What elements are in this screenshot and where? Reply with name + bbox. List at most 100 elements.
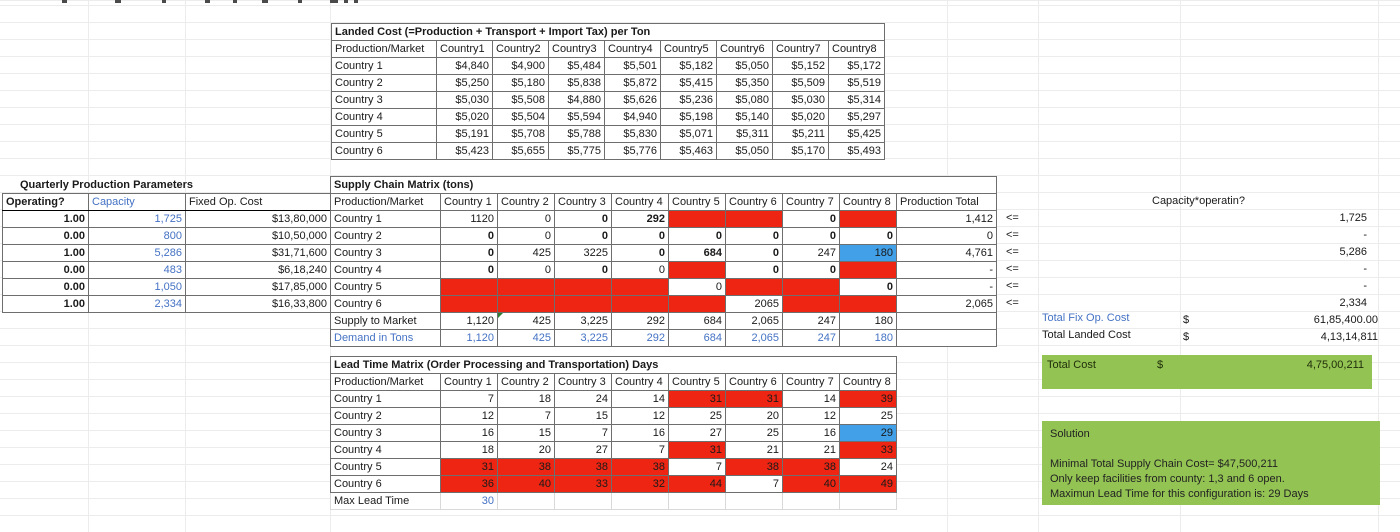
cell[interactable]: 21 <box>782 441 840 459</box>
over-limit-cell[interactable]: 33 <box>554 475 612 493</box>
fixed-cost-cell[interactable]: $17,85,000 <box>185 278 331 296</box>
cell[interactable]: 180 <box>839 329 897 347</box>
cell[interactable]: 7 <box>611 441 669 459</box>
cell[interactable]: 0 <box>554 210 612 228</box>
cell[interactable]: $5,030 <box>772 91 829 109</box>
row-label[interactable]: Country 2 <box>331 74 437 92</box>
cell[interactable]: $5,140 <box>716 108 773 126</box>
cell[interactable]: 425 <box>497 244 555 262</box>
max-lead-time-cell[interactable]: 30 <box>440 492 498 510</box>
cell[interactable]: $5,788 <box>548 125 605 143</box>
cell[interactable]: $5,211 <box>772 125 829 143</box>
row-label[interactable]: Supply to Market <box>330 312 441 330</box>
capacity-check-cell[interactable]: 2,334 <box>1339 297 1367 309</box>
cell[interactable]: $5,775 <box>548 142 605 160</box>
cell[interactable]: 292 <box>611 329 669 347</box>
capacity-check-cell[interactable]: 1,725 <box>1339 212 1367 224</box>
cell[interactable]: $5,463 <box>660 142 717 160</box>
cell[interactable]: 12 <box>782 407 840 425</box>
over-limit-cell[interactable]: 31 <box>668 390 726 408</box>
over-limit-cell[interactable]: 44 <box>668 475 726 493</box>
row-label[interactable]: Country 5 <box>330 278 441 296</box>
cell[interactable]: $4,840 <box>436 57 493 75</box>
cell[interactable] <box>725 492 783 510</box>
column-header[interactable]: Country 5 <box>668 193 726 211</box>
cell[interactable]: $5,776 <box>604 142 661 160</box>
cell[interactable]: 18 <box>497 390 555 408</box>
cell[interactable]: 27 <box>668 424 726 442</box>
highlight-cell[interactable]: 180 <box>839 244 897 262</box>
blocked-cell[interactable] <box>497 295 555 313</box>
cell[interactable]: 0 <box>782 261 840 279</box>
cell[interactable]: 0 <box>611 261 669 279</box>
cell[interactable]: 0 <box>668 278 726 296</box>
le-operator[interactable]: <= <box>1006 297 1019 309</box>
column-header[interactable]: Country4 <box>604 40 661 58</box>
cell[interactable]: 21 <box>725 441 783 459</box>
solution-box[interactable]: Solution Minimal Total Supply Chain Cost… <box>1042 421 1380 505</box>
cell[interactable]: 16 <box>611 424 669 442</box>
cell[interactable]: $5,030 <box>436 91 493 109</box>
capacity-cell[interactable]: 800 <box>88 227 186 245</box>
over-limit-cell[interactable]: 33 <box>839 441 897 459</box>
over-limit-cell[interactable]: 38 <box>611 458 669 476</box>
cell[interactable]: 0 <box>497 261 555 279</box>
cell[interactable]: 0 <box>725 261 783 279</box>
cell[interactable]: 425 <box>497 329 555 347</box>
blocked-cell[interactable] <box>497 278 555 296</box>
blocked-cell[interactable] <box>668 261 726 279</box>
column-header[interactable]: Country 4 <box>611 193 669 211</box>
cell[interactable]: $4,880 <box>548 91 605 109</box>
fixed-cost-cell[interactable]: $16,33,800 <box>185 295 331 313</box>
cell[interactable]: 7 <box>725 475 783 493</box>
cell[interactable]: 2,065 <box>725 312 783 330</box>
column-header[interactable]: Country 8 <box>839 373 897 391</box>
cell[interactable]: 292 <box>611 210 669 228</box>
over-limit-cell[interactable]: 31 <box>668 441 726 459</box>
cell[interactable]: $5,830 <box>604 125 661 143</box>
cell[interactable]: $5,020 <box>436 108 493 126</box>
row-label[interactable]: Country 1 <box>330 210 441 228</box>
blocked-cell[interactable] <box>554 278 612 296</box>
column-header[interactable]: Production Total <box>896 193 997 211</box>
capacity-check-cell[interactable]: - <box>1363 229 1367 241</box>
column-header[interactable]: Production/Market <box>330 373 441 391</box>
cell[interactable]: 247 <box>782 312 840 330</box>
cell[interactable]: 24 <box>839 458 897 476</box>
over-limit-cell[interactable]: 38 <box>497 458 555 476</box>
cell[interactable] <box>497 492 555 510</box>
cell[interactable]: 7 <box>668 458 726 476</box>
le-operator[interactable]: <= <box>1006 280 1019 292</box>
over-limit-cell[interactable]: 38 <box>782 458 840 476</box>
cell[interactable]: $5,508 <box>492 91 549 109</box>
row-label[interactable]: Country 3 <box>330 244 441 262</box>
cell[interactable]: $5,519 <box>828 74 885 92</box>
over-limit-cell[interactable]: 40 <box>497 475 555 493</box>
cell[interactable]: 16 <box>782 424 840 442</box>
total-fix-op-cost-label[interactable]: Total Fix Op. Cost <box>1042 312 1130 324</box>
operating-cell[interactable]: 1.00 <box>2 295 89 313</box>
cell[interactable]: 20 <box>497 441 555 459</box>
column-header[interactable]: Country1 <box>436 40 493 58</box>
cell[interactable]: 15 <box>497 424 555 442</box>
blocked-cell[interactable] <box>839 295 897 313</box>
production-total-cell[interactable]: - <box>896 278 997 296</box>
column-header[interactable]: Country 2 <box>497 373 555 391</box>
cell[interactable] <box>782 492 840 510</box>
column-header[interactable]: Country 1 <box>440 373 498 391</box>
over-limit-cell[interactable]: 38 <box>725 458 783 476</box>
total-cost-bar[interactable]: Total Cost $ 4,75,00,211 <box>1042 355 1372 389</box>
total-fix-op-cost-value[interactable]: $ 61,85,400.00 <box>1183 312 1378 329</box>
cell[interactable]: $4,900 <box>492 57 549 75</box>
cell[interactable]: $5,191 <box>436 125 493 143</box>
operating-cell[interactable]: 1.00 <box>2 244 89 262</box>
cell[interactable]: $5,020 <box>772 108 829 126</box>
production-total-cell[interactable]: 1,412 <box>896 210 997 228</box>
cell[interactable]: $5,152 <box>772 57 829 75</box>
column-header[interactable]: Country2 <box>492 40 549 58</box>
cell[interactable]: $5,198 <box>660 108 717 126</box>
operating-cell[interactable]: 0.00 <box>2 227 89 245</box>
cell[interactable]: 0 <box>839 278 897 296</box>
le-operator[interactable]: <= <box>1006 212 1019 224</box>
blocked-cell[interactable] <box>440 278 498 296</box>
